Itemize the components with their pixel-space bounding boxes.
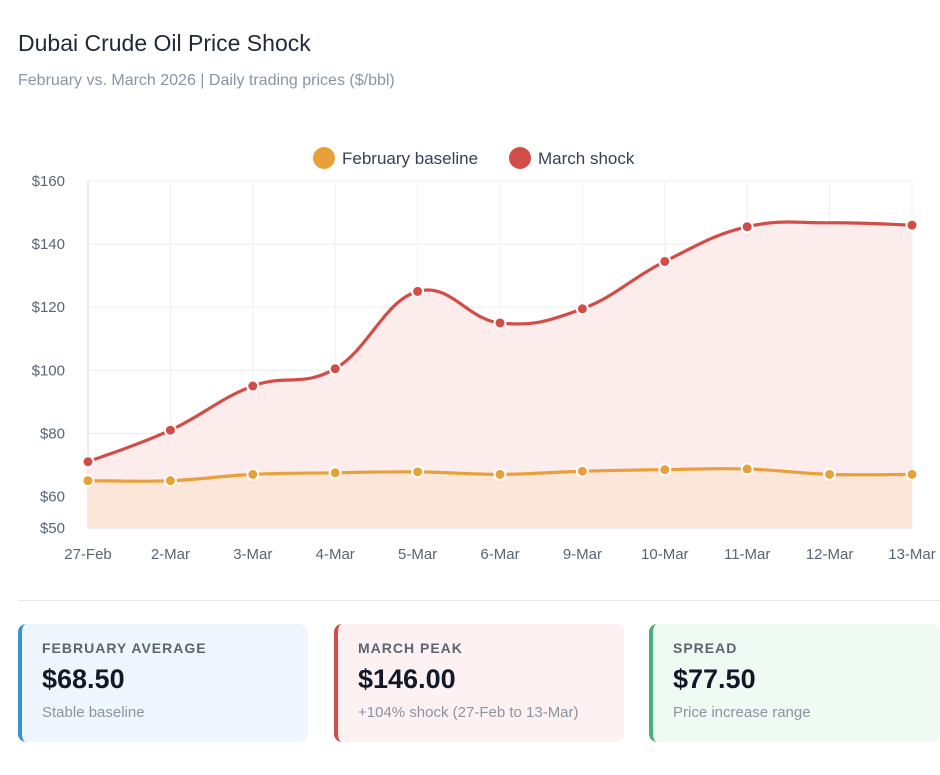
data-point [493,316,507,330]
x-tick-label: 27-Feb [64,546,112,563]
x-tick-label: 9-Mar [563,546,602,563]
data-point [246,379,260,393]
x-tick-label: 13-Mar [888,546,936,563]
x-tick-label: 6-Mar [480,546,519,563]
stat-card-value: $77.50 [673,664,756,694]
legend-label: March shock [538,149,635,168]
data-point [163,423,177,437]
data-point [823,467,837,481]
stat-card-label: FEBRUARY AVERAGE [42,640,207,656]
data-point [81,455,95,469]
data-point [740,462,754,476]
data-point [658,254,672,268]
stat-card-label: MARCH PEAK [358,640,463,656]
stat-card-spread: SPREAD $77.50 Price increase range [649,624,940,742]
x-tick-label: 4-Mar [316,546,355,563]
y-tick-label: $120 [32,299,65,316]
x-tick-label: 5-Mar [398,546,437,563]
series-area [88,221,912,528]
data-point [575,464,589,478]
data-point [81,474,95,488]
stat-card-note: +104% shock (27-Feb to 13-Mar) [358,704,579,721]
stat-card-label: SPREAD [673,640,738,656]
data-point [328,466,342,480]
legend-marker-icon [509,147,531,169]
y-tick-label: $80 [40,425,65,442]
y-tick-label: $160 [32,173,65,190]
stat-card-value: $146.00 [358,664,456,694]
stat-card-march-peak: MARCH PEAK $146.00 +104% shock (27-Feb t… [334,624,624,742]
page-title: Dubai Crude Oil Price Shock [18,30,311,56]
page-subtitle: February vs. March 2026 | Daily trading … [18,72,395,89]
data-point [493,467,507,481]
data-point [905,467,919,481]
y-tick-label: $60 [40,488,65,505]
stat-card-note: Stable baseline [42,704,145,721]
y-tick-label: $50 [40,520,65,537]
legend-marker-icon [313,147,335,169]
x-tick-label: 3-Mar [233,546,272,563]
legend-label: February baseline [342,149,478,168]
data-point [658,463,672,477]
stat-card-value: $68.50 [42,664,125,694]
data-point [328,362,342,376]
price-line-chart: $50 $60 $80 $100 $120 $140 $160 27-Feb 2-Mar 3-Ma… [32,147,936,563]
x-tick-label: 10-Mar [641,546,689,563]
x-tick-label: 2-Mar [151,546,190,563]
stat-card-note: Price increase range [673,704,811,721]
data-point [246,467,260,481]
data-point [411,465,425,479]
y-tick-label: $100 [32,362,65,379]
data-point [740,220,754,234]
data-point [905,218,919,232]
data-point [163,474,177,488]
data-point [575,302,589,316]
divider [18,600,940,601]
series-area [88,468,912,528]
data-point [411,284,425,298]
x-tick-label: 12-Mar [806,546,854,563]
x-tick-label: 11-Mar [724,546,770,563]
stat-card-february-average: FEBRUARY AVERAGE $68.50 Stable baseline [18,624,308,742]
y-tick-label: $140 [32,236,65,253]
